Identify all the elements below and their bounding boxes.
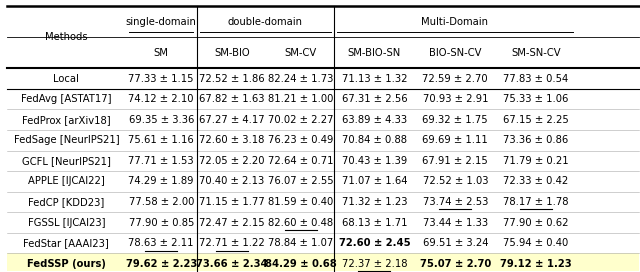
Text: 70.84 ± 0.88: 70.84 ± 0.88 xyxy=(342,135,407,145)
Text: Multi-Domain: Multi-Domain xyxy=(422,17,488,27)
Text: 72.52 ± 1.86: 72.52 ± 1.86 xyxy=(199,74,265,84)
Text: 71.15 ± 1.77: 71.15 ± 1.77 xyxy=(199,197,265,207)
Text: GCFL [NeurIPS21]: GCFL [NeurIPS21] xyxy=(22,156,111,166)
Text: 71.13 ± 1.32: 71.13 ± 1.32 xyxy=(342,74,407,84)
Text: 78.84 ± 1.07: 78.84 ± 1.07 xyxy=(268,238,333,248)
Text: 72.47 ± 2.15: 72.47 ± 2.15 xyxy=(199,218,265,228)
Text: 69.51 ± 3.24: 69.51 ± 3.24 xyxy=(422,238,488,248)
Text: 74.12 ± 2.10: 74.12 ± 2.10 xyxy=(129,94,194,104)
Text: 72.60 ± 3.18: 72.60 ± 3.18 xyxy=(199,135,265,145)
Text: 76.23 ± 0.49: 76.23 ± 0.49 xyxy=(268,135,333,145)
Text: 75.61 ± 1.16: 75.61 ± 1.16 xyxy=(128,135,194,145)
Text: 70.02 ± 2.27: 70.02 ± 2.27 xyxy=(268,115,333,125)
Text: 67.31 ± 2.56: 67.31 ± 2.56 xyxy=(342,94,407,104)
Text: 67.15 ± 2.25: 67.15 ± 2.25 xyxy=(503,115,569,125)
Text: 77.90 ± 0.85: 77.90 ± 0.85 xyxy=(129,218,194,228)
Text: SM-BIO: SM-BIO xyxy=(214,48,250,58)
Text: 72.33 ± 0.42: 72.33 ± 0.42 xyxy=(503,177,568,187)
Text: FedProx [arXiv18]: FedProx [arXiv18] xyxy=(22,115,111,125)
Text: 72.64 ± 0.71: 72.64 ± 0.71 xyxy=(268,156,333,166)
Text: 79.12 ± 1.23: 79.12 ± 1.23 xyxy=(500,259,572,269)
Text: 81.21 ± 1.00: 81.21 ± 1.00 xyxy=(268,94,333,104)
Text: 72.71 ± 1.22: 72.71 ± 1.22 xyxy=(199,238,265,248)
Text: 77.33 ± 1.15: 77.33 ± 1.15 xyxy=(129,74,194,84)
Text: 72.37 ± 2.18: 72.37 ± 2.18 xyxy=(342,259,407,269)
Text: 82.24 ± 1.73: 82.24 ± 1.73 xyxy=(268,74,333,84)
Text: BIO-SN-CV: BIO-SN-CV xyxy=(429,48,481,58)
Text: 75.33 ± 1.06: 75.33 ± 1.06 xyxy=(503,94,568,104)
Text: 71.32 ± 1.23: 71.32 ± 1.23 xyxy=(342,197,407,207)
Text: FedCP [KDD23]: FedCP [KDD23] xyxy=(28,197,104,207)
Text: FedAvg [ASTAT17]: FedAvg [ASTAT17] xyxy=(21,94,111,104)
Text: FedStar [AAAI23]: FedStar [AAAI23] xyxy=(24,238,109,248)
Text: 69.32 ± 1.75: 69.32 ± 1.75 xyxy=(422,115,488,125)
Text: 67.27 ± 4.17: 67.27 ± 4.17 xyxy=(199,115,265,125)
Text: 72.59 ± 2.70: 72.59 ± 2.70 xyxy=(422,74,488,84)
Bar xyxy=(7,254,639,272)
Text: 72.05 ± 2.20: 72.05 ± 2.20 xyxy=(199,156,265,166)
Text: 70.40 ± 2.13: 70.40 ± 2.13 xyxy=(200,177,265,187)
Text: Methods: Methods xyxy=(45,32,88,42)
Text: 72.60 ± 2.45: 72.60 ± 2.45 xyxy=(339,238,410,248)
Text: 75.07 ± 2.70: 75.07 ± 2.70 xyxy=(420,259,491,269)
Text: 84.29 ± 0.68: 84.29 ± 0.68 xyxy=(265,259,337,269)
Text: 70.93 ± 2.91: 70.93 ± 2.91 xyxy=(422,94,488,104)
Text: 63.89 ± 4.33: 63.89 ± 4.33 xyxy=(342,115,407,125)
Text: 67.82 ± 1.63: 67.82 ± 1.63 xyxy=(199,94,265,104)
Text: 72.52 ± 1.03: 72.52 ± 1.03 xyxy=(422,177,488,187)
Text: 79.62 ± 2.23: 79.62 ± 2.23 xyxy=(125,259,197,269)
Text: SM-BIO-SN: SM-BIO-SN xyxy=(348,48,401,58)
Text: FedSSP (ours): FedSSP (ours) xyxy=(27,259,106,269)
Text: 77.90 ± 0.62: 77.90 ± 0.62 xyxy=(503,218,569,228)
Text: 69.35 ± 3.36: 69.35 ± 3.36 xyxy=(129,115,194,125)
Text: APPLE [IJCAI22]: APPLE [IJCAI22] xyxy=(28,177,105,187)
Text: SM: SM xyxy=(154,48,168,58)
Text: double-domain: double-domain xyxy=(228,17,303,27)
Text: 75.94 ± 0.40: 75.94 ± 0.40 xyxy=(503,238,568,248)
Text: 77.83 ± 0.54: 77.83 ± 0.54 xyxy=(503,74,568,84)
Text: 73.44 ± 1.33: 73.44 ± 1.33 xyxy=(422,218,488,228)
Text: 81.59 ± 0.40: 81.59 ± 0.40 xyxy=(268,197,333,207)
Text: 73.74 ± 2.53: 73.74 ± 2.53 xyxy=(422,197,488,207)
Text: 70.43 ± 1.39: 70.43 ± 1.39 xyxy=(342,156,407,166)
Text: 82.60 ± 0.48: 82.60 ± 0.48 xyxy=(268,218,333,228)
Text: 73.66 ± 2.34: 73.66 ± 2.34 xyxy=(196,259,268,269)
Text: Local: Local xyxy=(53,74,79,84)
Text: 71.79 ± 0.21: 71.79 ± 0.21 xyxy=(503,156,569,166)
Text: 77.58 ± 2.00: 77.58 ± 2.00 xyxy=(129,197,194,207)
Text: SM-SN-CV: SM-SN-CV xyxy=(511,48,561,58)
Text: 69.69 ± 1.11: 69.69 ± 1.11 xyxy=(422,135,488,145)
Text: 67.91 ± 2.15: 67.91 ± 2.15 xyxy=(422,156,488,166)
Text: 78.63 ± 2.11: 78.63 ± 2.11 xyxy=(129,238,194,248)
Text: FedSage [NeurIPS21]: FedSage [NeurIPS21] xyxy=(13,135,119,145)
Text: 74.29 ± 1.89: 74.29 ± 1.89 xyxy=(129,177,194,187)
Text: 73.36 ± 0.86: 73.36 ± 0.86 xyxy=(503,135,568,145)
Text: 68.13 ± 1.71: 68.13 ± 1.71 xyxy=(342,218,407,228)
Text: 77.71 ± 1.53: 77.71 ± 1.53 xyxy=(129,156,194,166)
Text: SM-CV: SM-CV xyxy=(285,48,317,58)
Text: FGSSL [IJCAI23]: FGSSL [IJCAI23] xyxy=(28,218,105,228)
Text: 71.07 ± 1.64: 71.07 ± 1.64 xyxy=(342,177,407,187)
Text: 78.17 ± 1.78: 78.17 ± 1.78 xyxy=(503,197,569,207)
Text: 76.07 ± 2.55: 76.07 ± 2.55 xyxy=(268,177,333,187)
Text: single-domain: single-domain xyxy=(125,17,196,27)
